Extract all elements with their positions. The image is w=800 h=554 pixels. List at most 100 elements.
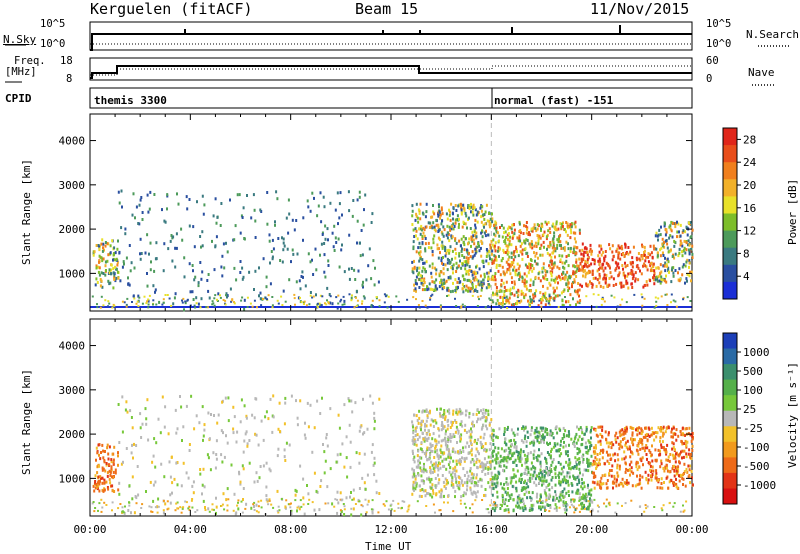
echo-cell bbox=[591, 258, 594, 261]
echo-cell bbox=[555, 496, 558, 500]
echo-cell bbox=[117, 276, 120, 280]
echo-cell bbox=[484, 411, 487, 415]
echo-cell bbox=[137, 222, 140, 225]
echo-cell bbox=[377, 280, 380, 284]
echo-cell bbox=[650, 433, 653, 437]
echo-cell bbox=[352, 488, 355, 492]
ground-echo-cell bbox=[655, 300, 658, 303]
echo-cell bbox=[636, 468, 639, 472]
echo-cell bbox=[449, 275, 452, 279]
echo-cell bbox=[565, 460, 568, 464]
echo-cell bbox=[412, 247, 415, 251]
echo-cell bbox=[460, 437, 462, 441]
echo-cell bbox=[543, 470, 546, 473]
echo-cell bbox=[472, 473, 475, 477]
echo-cell bbox=[478, 410, 480, 414]
echo-cell bbox=[450, 483, 453, 487]
echo-cell bbox=[510, 303, 513, 307]
echo-cell bbox=[466, 250, 469, 254]
echo-cell bbox=[648, 461, 651, 465]
echo-cell bbox=[373, 461, 376, 465]
echo-cell bbox=[528, 231, 530, 235]
echo-cell bbox=[510, 439, 512, 443]
echo-cell bbox=[549, 266, 552, 270]
echo-cell bbox=[425, 454, 427, 458]
echo-cell bbox=[507, 258, 510, 262]
ground-echo-cell bbox=[280, 295, 283, 298]
echo-cell bbox=[506, 491, 509, 495]
echo-cell bbox=[565, 259, 568, 263]
echo-cell bbox=[512, 498, 515, 502]
ground-echo-cell bbox=[476, 305, 479, 307]
echo-cell bbox=[424, 424, 426, 428]
echo-cell bbox=[674, 269, 677, 272]
echo-cell bbox=[617, 251, 620, 255]
echo-cell bbox=[152, 454, 155, 458]
echo-cell bbox=[624, 427, 626, 430]
echo-cell bbox=[481, 470, 484, 473]
echo-cell bbox=[562, 246, 565, 250]
echo-cell bbox=[227, 419, 230, 423]
echo-cell bbox=[511, 261, 514, 265]
echo-cell bbox=[254, 432, 257, 436]
echo-cell bbox=[625, 479, 628, 482]
echo-cell bbox=[290, 260, 292, 264]
echo-cell bbox=[493, 449, 496, 453]
echo-cell bbox=[548, 296, 551, 300]
echo-cell bbox=[452, 227, 455, 231]
echo-cell bbox=[417, 459, 420, 463]
echo-cell bbox=[503, 500, 506, 504]
echo-cell bbox=[659, 486, 662, 490]
echo-cell bbox=[530, 240, 533, 244]
ground-echo-cell bbox=[558, 294, 561, 297]
echo-cell bbox=[511, 280, 513, 284]
echo-cell bbox=[685, 241, 688, 245]
echo-cell bbox=[495, 286, 498, 289]
echo-cell bbox=[464, 445, 467, 449]
echo-cell bbox=[282, 248, 285, 252]
echo-cell bbox=[463, 474, 466, 477]
echo-cell bbox=[534, 435, 537, 439]
echo-cell bbox=[508, 242, 511, 246]
echo-cell bbox=[629, 447, 631, 451]
echo-cell bbox=[313, 508, 316, 512]
echo-cell bbox=[448, 451, 451, 455]
echo-cell bbox=[455, 425, 458, 429]
echo-cell bbox=[630, 437, 633, 441]
echo-cell bbox=[343, 513, 346, 516]
echo-cell bbox=[147, 438, 150, 442]
ground-echo-cell bbox=[570, 503, 573, 506]
echo-cell bbox=[378, 492, 381, 495]
echo-cell bbox=[532, 443, 535, 447]
echo-cell bbox=[525, 280, 528, 284]
ground-echo-cell bbox=[516, 499, 519, 502]
echo-cell bbox=[454, 465, 457, 469]
echo-cell bbox=[647, 461, 650, 464]
echo-cell bbox=[650, 453, 653, 457]
echo-cell bbox=[428, 457, 430, 461]
echo-cell bbox=[215, 496, 217, 500]
echo-cell bbox=[569, 304, 572, 308]
echo-cell bbox=[434, 284, 437, 288]
echo-cell bbox=[417, 208, 420, 212]
ground-echo-cell bbox=[356, 299, 359, 302]
echo-cell bbox=[520, 448, 522, 452]
echo-cell bbox=[265, 498, 268, 502]
echo-cell bbox=[179, 395, 181, 398]
ground-echo-cell bbox=[580, 507, 583, 510]
echo-cell bbox=[471, 458, 474, 461]
echo-cell bbox=[659, 281, 662, 285]
echo-cell bbox=[674, 432, 677, 436]
echo-cell bbox=[209, 468, 212, 472]
echo-cell bbox=[470, 205, 473, 209]
echo-cell bbox=[476, 264, 479, 268]
echo-cell bbox=[529, 506, 532, 510]
echo-cell bbox=[446, 419, 449, 423]
echo-cell bbox=[655, 469, 658, 473]
echo-cell bbox=[445, 233, 448, 237]
echo-cell bbox=[649, 451, 652, 454]
echo-cell bbox=[674, 455, 677, 459]
echo-cell bbox=[650, 478, 653, 482]
echo-cell bbox=[444, 440, 447, 444]
echo-cell bbox=[656, 486, 659, 490]
